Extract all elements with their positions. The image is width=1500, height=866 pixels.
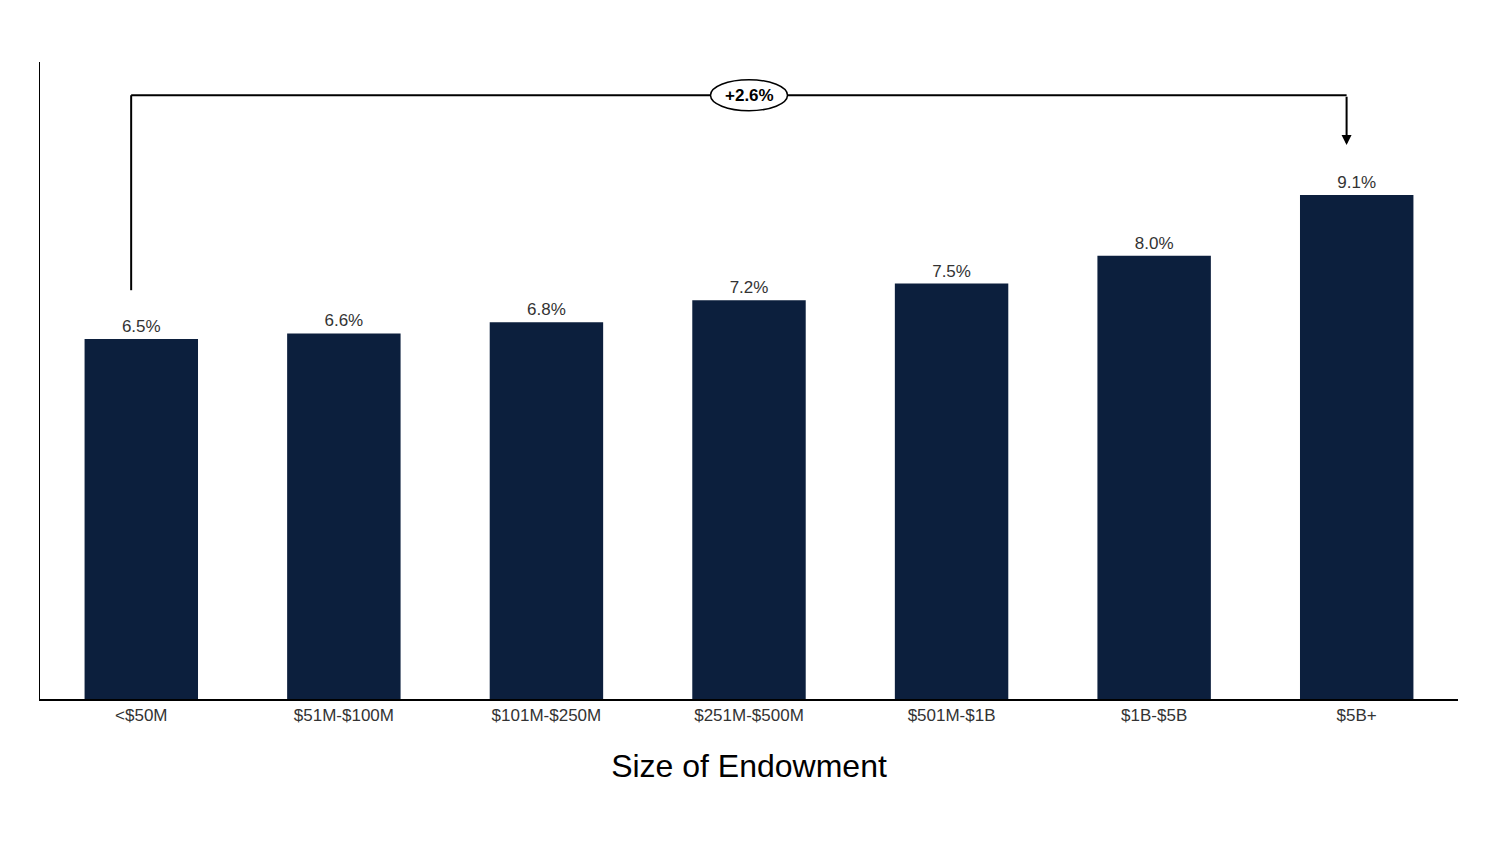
svg-text:$101M-$250M: $101M-$250M — [492, 706, 602, 725]
svg-text:7.5%: 7.5% — [932, 262, 971, 281]
svg-text:+2.6%: +2.6% — [725, 86, 774, 105]
svg-text:Size of Endowment: Size of Endowment — [611, 748, 887, 784]
svg-text:$51M-$100M: $51M-$100M — [294, 706, 394, 725]
svg-text:6.6%: 6.6% — [324, 311, 363, 330]
svg-text:$501M-$1B: $501M-$1B — [908, 706, 996, 725]
svg-text:8.0%: 8.0% — [1135, 234, 1174, 253]
svg-text:6.8%: 6.8% — [527, 300, 566, 319]
svg-text:6.5%: 6.5% — [122, 317, 161, 336]
svg-text:9.1%: 9.1% — [1337, 173, 1376, 192]
svg-text:7.2%: 7.2% — [730, 278, 769, 297]
svg-text:$251M-$500M: $251M-$500M — [694, 706, 804, 725]
svg-text:$5B+: $5B+ — [1337, 706, 1377, 725]
svg-text:<$50M: <$50M — [115, 706, 167, 725]
svg-text:$1B-$5B: $1B-$5B — [1121, 706, 1187, 725]
